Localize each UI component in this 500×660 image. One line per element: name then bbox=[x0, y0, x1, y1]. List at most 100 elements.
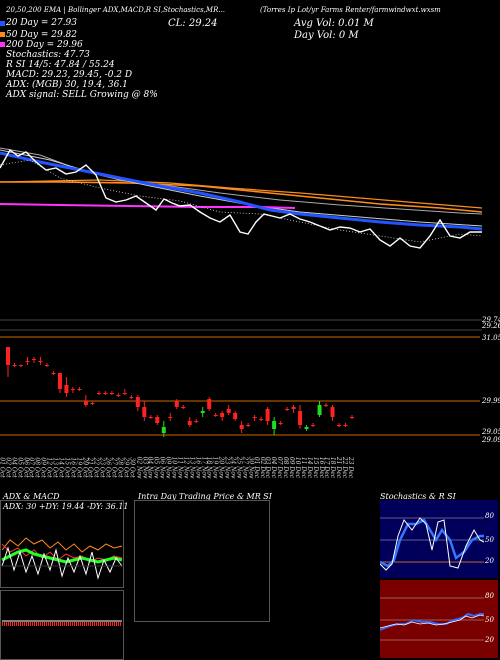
candle-body bbox=[155, 417, 160, 423]
candle-body bbox=[44, 365, 49, 366]
price-ema-chart bbox=[0, 147, 483, 331]
ema20-line bbox=[0, 151, 483, 231]
candle-body bbox=[161, 427, 166, 433]
candle-body bbox=[18, 365, 23, 366]
macd-panel bbox=[0, 590, 124, 660]
candle-body bbox=[129, 397, 134, 398]
candle-body bbox=[109, 393, 114, 394]
stoch-panel-title: Stochastics & R SI bbox=[380, 492, 456, 501]
adx-label: ADX: (MGB) 30, 19.4, 36.1 bbox=[6, 80, 128, 90]
candle-body bbox=[343, 425, 348, 426]
ema20-label: 20 Day = 27.93 bbox=[6, 18, 78, 28]
candle-body bbox=[6, 347, 10, 365]
candle-body bbox=[70, 389, 75, 390]
stoch-tick-20: 20 bbox=[485, 557, 494, 565]
candle-body bbox=[226, 409, 231, 413]
candle-body bbox=[272, 421, 277, 429]
candle-body bbox=[265, 409, 270, 421]
stochastics-panel bbox=[380, 500, 498, 578]
candle-body bbox=[57, 373, 62, 389]
adx-panel bbox=[0, 500, 124, 588]
candle-body bbox=[213, 415, 218, 416]
rsi-panel bbox=[380, 580, 498, 658]
avg-volume-label: Avg Vol: 0.01 M bbox=[294, 18, 374, 29]
candle-body bbox=[187, 421, 192, 425]
candle-body bbox=[220, 413, 225, 417]
candle-body bbox=[285, 409, 290, 410]
stoch-label: Stochastics: 47.73 bbox=[6, 50, 90, 60]
candle-axis-mid: 29.99 bbox=[482, 397, 500, 405]
candle-body bbox=[337, 425, 342, 426]
close-label: CL: 29.24 bbox=[168, 18, 218, 29]
candle-body bbox=[246, 425, 251, 426]
adx-panel-values: ADX: 30 +DY: 19.44 -DY: 36.11 bbox=[3, 502, 129, 511]
candle-body bbox=[25, 361, 30, 362]
price-dotted-line bbox=[0, 159, 483, 243]
date-axis: 01 Oct 02 Oct 04 Oct 05 Oct 06 Oct 07 Oct 08 O… bbox=[0, 450, 480, 490]
candle-body bbox=[304, 427, 309, 429]
candle-body bbox=[317, 405, 322, 415]
ema50-swatch bbox=[0, 32, 5, 37]
candle-body bbox=[83, 401, 88, 405]
stoch-tick-80: 80 bbox=[485, 512, 494, 520]
candle-body bbox=[298, 411, 303, 425]
adx-panel-title: ADX & MACD bbox=[3, 492, 60, 501]
candle-body bbox=[168, 417, 173, 418]
day-volume-label: Day Vol: 0 M bbox=[294, 30, 359, 41]
candle-body bbox=[350, 417, 354, 418]
candle-body bbox=[96, 393, 101, 394]
candle-body bbox=[77, 389, 82, 390]
candle-axis-low-b: 29.09 bbox=[482, 436, 500, 444]
candle-body bbox=[233, 413, 238, 419]
candle-body bbox=[174, 401, 179, 407]
ema-magenta-line bbox=[0, 203, 296, 209]
intraday-panel bbox=[134, 500, 270, 622]
ema50-label: 50 Day = 29.82 bbox=[6, 30, 78, 40]
candle-axis-low-a: 29.05 bbox=[482, 428, 500, 436]
adx-signal-label: ADX signal: SELL Growing @ 8% bbox=[6, 90, 158, 100]
price-line bbox=[0, 148, 482, 249]
candle-body bbox=[51, 373, 56, 374]
rsi-tick-20: 20 bbox=[485, 636, 494, 644]
candle-body bbox=[181, 407, 186, 408]
rsi-tick-80: 80 bbox=[485, 592, 494, 600]
candle-body bbox=[207, 399, 212, 409]
ema20-swatch bbox=[0, 21, 5, 26]
ema200-swatch bbox=[0, 42, 5, 47]
candle-body bbox=[90, 403, 95, 404]
candle-body bbox=[38, 361, 43, 362]
candle-body bbox=[142, 407, 147, 417]
candle-body bbox=[278, 423, 283, 424]
stoch-tick-50: 50 bbox=[485, 536, 494, 544]
candle-body bbox=[122, 393, 127, 394]
candle-body bbox=[64, 385, 69, 393]
candle-body bbox=[252, 417, 257, 418]
candle-body bbox=[200, 411, 205, 413]
price-axis-upper-a: 29.74 bbox=[482, 316, 500, 324]
candle-body bbox=[103, 393, 108, 394]
ema200-line bbox=[0, 181, 483, 213]
rsi-tick-50: 50 bbox=[485, 616, 494, 624]
ema200-label: 200 Day = 29.96 bbox=[6, 40, 83, 50]
candle-axis-top: 31.05 bbox=[482, 334, 500, 342]
ema-orange-upper-line bbox=[0, 179, 483, 209]
macd-label: MACD: 29.23, 29.45, -0.2 D bbox=[6, 70, 133, 80]
candlestick-chart bbox=[0, 336, 480, 437]
candle-body bbox=[194, 421, 199, 422]
rsi-label: R SI 14/5: 47.84 / 55.24 bbox=[6, 60, 115, 70]
candle-body bbox=[135, 397, 140, 407]
candle-body bbox=[31, 359, 36, 360]
candle-body bbox=[330, 407, 335, 417]
top-strip-label: 20,50,200 EMA | Bollinger ADX,MACD,R SI,… bbox=[6, 6, 226, 14]
candle-body bbox=[12, 365, 17, 366]
candle-body bbox=[324, 405, 329, 406]
date-label: 23 Dec bbox=[347, 456, 355, 479]
price-axis-upper-b: 29.26 bbox=[482, 322, 500, 330]
candle-body bbox=[239, 425, 244, 429]
candle-body bbox=[311, 425, 316, 426]
candle-body bbox=[259, 419, 264, 420]
date-label: 30 Oct bbox=[128, 457, 136, 478]
candle-body bbox=[116, 395, 121, 396]
candle-body bbox=[291, 407, 296, 409]
candle-body bbox=[148, 417, 153, 418]
